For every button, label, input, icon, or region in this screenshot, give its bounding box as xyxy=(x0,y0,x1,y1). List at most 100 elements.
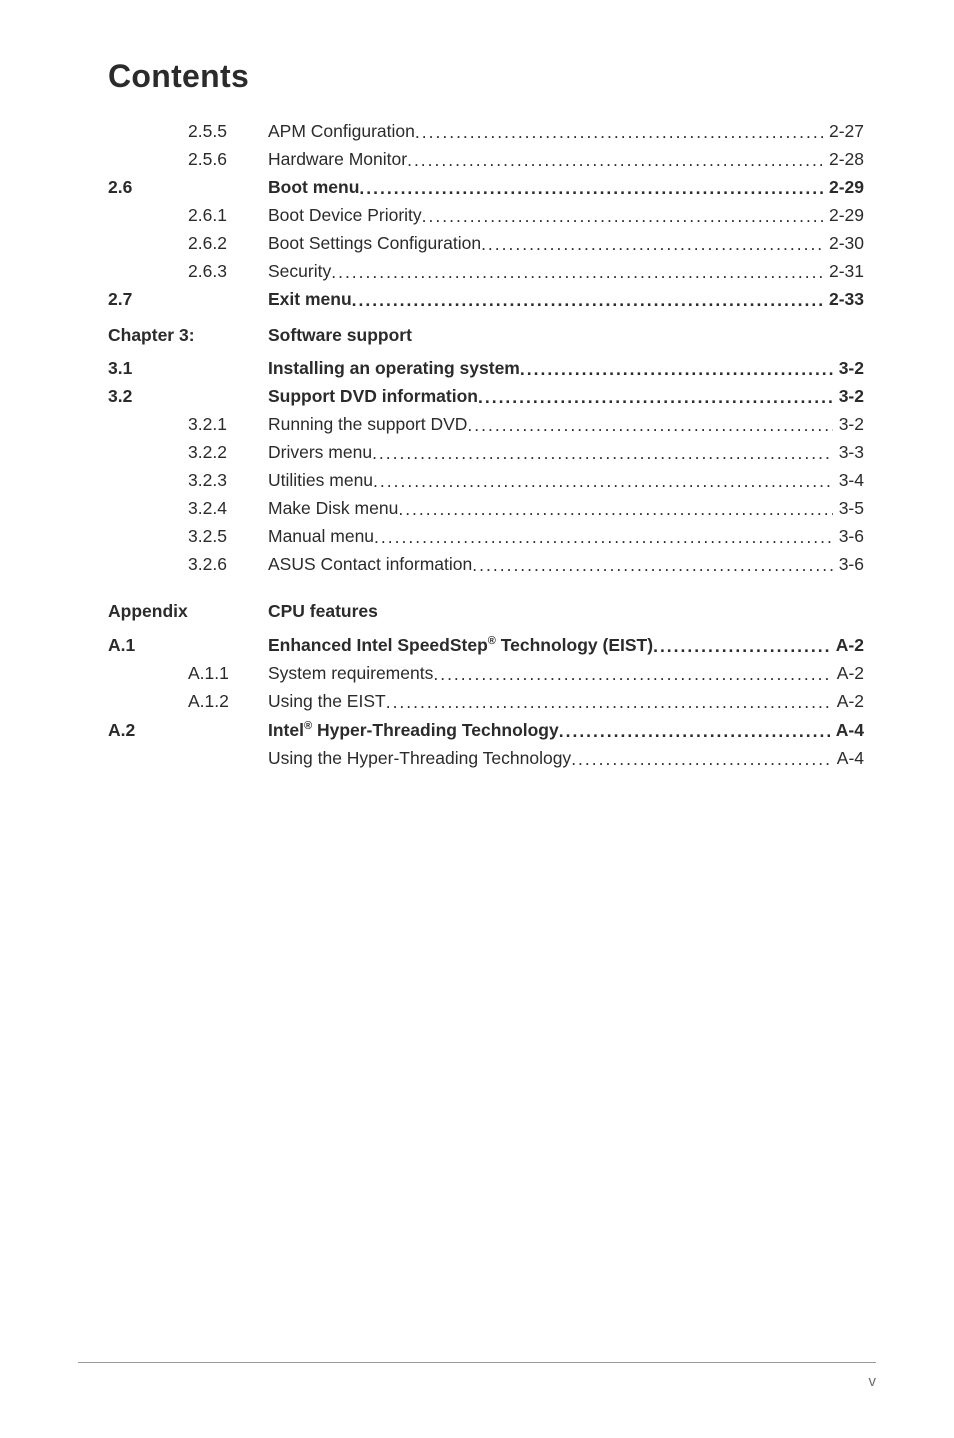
toc-block-a2-children: Using the Hyper-Threading Technology A-4 xyxy=(108,750,864,768)
toc-num: 3.2 xyxy=(108,388,188,406)
page-container: Contents 2.5.5APM Configuration 2-272.5.… xyxy=(0,0,954,767)
toc-page: 2-33 xyxy=(823,291,864,309)
toc-sub: 2.6.1 xyxy=(188,207,268,225)
toc-label-part: Technology (EIST) xyxy=(496,635,653,655)
toc-leader xyxy=(386,694,831,712)
page-number: v xyxy=(869,1373,877,1390)
toc-sub: 3.2.5 xyxy=(188,528,268,546)
toc-page: 3-6 xyxy=(833,528,864,546)
toc-leader xyxy=(359,180,823,198)
toc-label: Boot Device Priority xyxy=(268,207,422,225)
toc-label-part: Intel xyxy=(268,720,304,740)
appendix-header: Appendix CPU features xyxy=(108,601,864,622)
toc-sub: 3.2.2 xyxy=(188,444,268,462)
toc-label: Drivers menu xyxy=(268,444,372,462)
toc-leader xyxy=(478,389,833,407)
toc-num: A.1 xyxy=(108,637,188,655)
toc-page: A-2 xyxy=(831,665,864,683)
toc-label: Hardware Monitor xyxy=(268,151,407,169)
toc-label: Exit menu xyxy=(268,291,352,309)
page-title: Contents xyxy=(108,58,864,95)
toc-sub: A.1.1 xyxy=(188,665,268,683)
toc-sub: 2.5.5 xyxy=(188,123,268,141)
toc-page: 3-2 xyxy=(833,360,864,378)
toc-page: 3-2 xyxy=(833,388,864,406)
toc-row: 2.5.6Hardware Monitor 2-28 xyxy=(108,151,864,169)
toc-leader xyxy=(472,557,832,575)
toc-leader xyxy=(352,292,823,310)
toc-row: A.1.1System requirements A-2 xyxy=(108,665,864,683)
page-footer: v xyxy=(78,1362,876,1390)
toc-page: 3-3 xyxy=(833,444,864,462)
toc-page: 3-6 xyxy=(833,556,864,574)
toc-leader xyxy=(481,236,823,254)
toc-leader xyxy=(559,723,830,741)
toc-label-part: Enhanced Intel SpeedStep xyxy=(268,635,488,655)
toc-row: Using the Hyper-Threading Technology A-4 xyxy=(108,750,864,768)
appendix-label: Appendix xyxy=(108,601,268,622)
toc-label: Utilities menu xyxy=(268,472,373,490)
toc-leader xyxy=(331,264,823,282)
toc-label: Make Disk menu xyxy=(268,500,398,518)
toc-label: APM Configuration xyxy=(268,123,415,141)
toc-block-pre: 2.5.5APM Configuration 2-27 2.5.6Hardware… xyxy=(108,123,864,309)
toc-page: A-4 xyxy=(830,722,864,740)
toc-page: A-2 xyxy=(831,693,864,711)
toc-num: 3.1 xyxy=(108,360,188,378)
chapter-3-header: Chapter 3: Software support xyxy=(108,325,864,346)
toc-row: 3.2.4Make Disk menu 3-5 xyxy=(108,500,864,518)
toc-page: A-4 xyxy=(831,750,864,768)
toc-label: Intel® Hyper-Threading Technology xyxy=(268,721,559,739)
registered-icon: ® xyxy=(304,720,312,732)
toc-sub: 3.2.1 xyxy=(188,416,268,434)
chapter-title: Software support xyxy=(268,325,412,346)
toc-sub: 3.2.6 xyxy=(188,556,268,574)
toc-row: 2.6.2Boot Settings Configuration 2-30 xyxy=(108,235,864,253)
toc-num: A.2 xyxy=(108,722,188,740)
toc-sub: 3.2.3 xyxy=(188,472,268,490)
toc-page: 2-28 xyxy=(823,151,864,169)
toc-leader xyxy=(422,208,823,226)
toc-row: 3.2.5Manual menu 3-6 xyxy=(108,528,864,546)
toc-row: 2.5.5APM Configuration 2-27 xyxy=(108,123,864,141)
toc-num: 2.7 xyxy=(108,291,188,309)
toc-label: Enhanced Intel SpeedStep® Technology (EI… xyxy=(268,636,653,654)
toc-sub: 2.5.6 xyxy=(188,151,268,169)
toc-page: 2-29 xyxy=(823,179,864,197)
toc-leader xyxy=(372,445,833,463)
toc-row: 3.2.2Drivers menu 3-3 xyxy=(108,444,864,462)
toc-page: 3-4 xyxy=(833,472,864,490)
toc-leader xyxy=(373,473,833,491)
toc-label: Manual menu xyxy=(268,528,374,546)
toc-label: Running the support DVD xyxy=(268,416,467,434)
toc-num: 2.6 xyxy=(108,179,188,197)
toc-page: 2-30 xyxy=(823,235,864,253)
toc-page: 3-2 xyxy=(833,416,864,434)
toc-row: 2.6.3Security 2-31 xyxy=(108,263,864,281)
toc-leader xyxy=(520,361,833,379)
toc-label: Boot menu xyxy=(268,179,359,197)
toc-leader xyxy=(571,751,831,769)
toc-block-a1-children: A.1.1System requirements A-2 A.1.2Using t… xyxy=(108,665,864,711)
toc-label: Using the EIST xyxy=(268,693,386,711)
toc-label: System requirements xyxy=(268,665,433,683)
toc-leader xyxy=(398,501,832,519)
toc-page: 3-5 xyxy=(833,500,864,518)
toc-sub: 2.6.3 xyxy=(188,263,268,281)
toc-sub: A.1.2 xyxy=(188,693,268,711)
toc-label: Security xyxy=(268,263,331,281)
toc-leader xyxy=(415,124,823,142)
toc-row: 3.2Support DVD information 3-2 xyxy=(108,388,864,406)
toc-leader xyxy=(653,638,830,656)
toc-leader xyxy=(374,529,833,547)
toc-block-ch3: 3.1Installing an operating system 3-23.2… xyxy=(108,360,864,574)
toc-row: 3.2.3Utilities menu 3-4 xyxy=(108,472,864,490)
toc-row: 2.6 Boot menu 2-29 xyxy=(108,179,864,197)
toc-label: Using the Hyper-Threading Technology xyxy=(268,750,571,768)
toc-row-a1: A.1 Enhanced Intel SpeedStep® Technology… xyxy=(108,636,864,654)
toc-page: A-2 xyxy=(830,637,864,655)
chapter-label: Chapter 3: xyxy=(108,325,268,346)
toc-row: 3.2.6ASUS Contact information 3-6 xyxy=(108,556,864,574)
toc-label: Installing an operating system xyxy=(268,360,520,378)
registered-icon: ® xyxy=(488,635,496,647)
